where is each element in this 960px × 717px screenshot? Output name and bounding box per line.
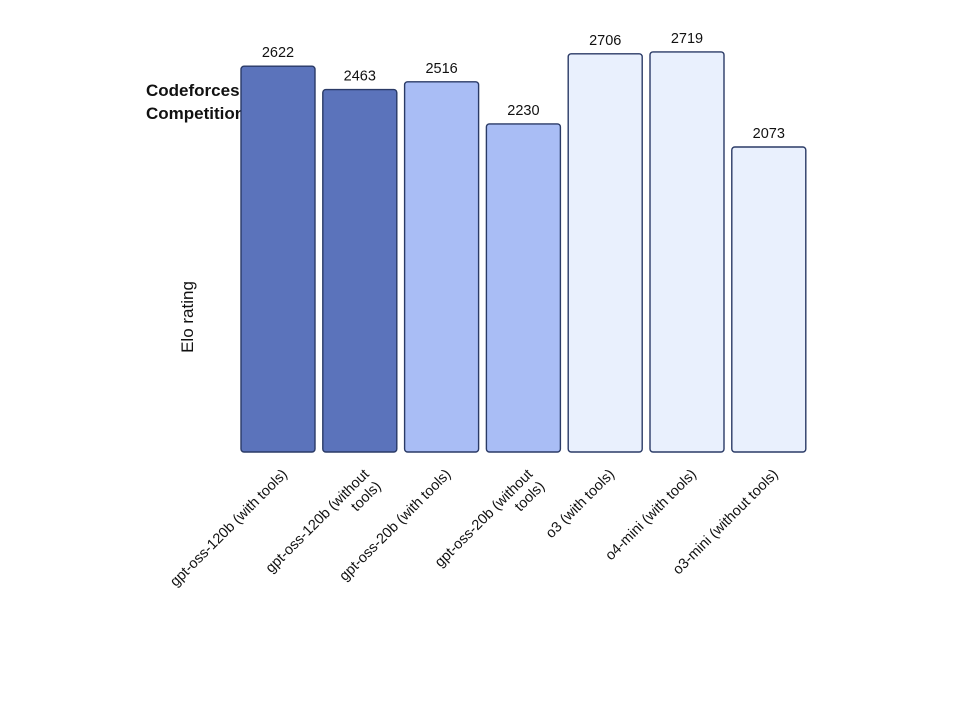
bar-gpt-oss-120b-with-tools xyxy=(240,65,316,453)
value-label-o3-with-tools: 2706 xyxy=(589,33,621,49)
value-label-gpt-oss-20b-without-tools: 2230 xyxy=(507,103,539,119)
bars-group xyxy=(240,51,807,453)
bar-o4-mini-with-tools xyxy=(649,51,725,453)
value-labels-group: 2622 2463 2516 2230 2706 2719 2073 xyxy=(262,31,785,142)
value-label-gpt-oss-120b-without-tools: 2463 xyxy=(344,69,376,85)
bar-gpt-oss-20b-with-tools xyxy=(403,81,480,453)
value-label-o4-mini-with-tools: 2719 xyxy=(671,31,703,47)
x-tick-label-line: o3 (with tools) xyxy=(543,467,618,542)
value-label-gpt-oss-20b-with-tools: 2516 xyxy=(425,61,457,77)
y-axis-label: Elo rating xyxy=(178,281,197,353)
x-tick-label-o4-mini-with-tools: o4-mini (with tools) xyxy=(602,467,699,564)
x-tick-label-line: o4-mini (with tools) xyxy=(602,467,699,564)
x-tick-label-gpt-oss-20b-without-tools: gpt-oss-20b (withouttools) xyxy=(432,467,548,583)
bar-gpt-oss-20b-without-tools xyxy=(485,123,562,453)
value-label-gpt-oss-120b-with-tools: 2622 xyxy=(262,45,294,61)
chart-title: Codeforces xyxy=(146,81,240,100)
x-tick-labels-group: gpt-oss-120b (with tools)gpt-oss-120b (w… xyxy=(167,467,781,591)
value-label-o3-mini-without-tools: 2073 xyxy=(753,126,785,142)
x-tick-label-o3-with-tools: o3 (with tools) xyxy=(543,467,618,542)
bar-o3-mini-without-tools xyxy=(731,146,807,453)
bar-o3-with-tools xyxy=(567,53,643,453)
bar-gpt-oss-120b-without-tools xyxy=(322,88,398,453)
